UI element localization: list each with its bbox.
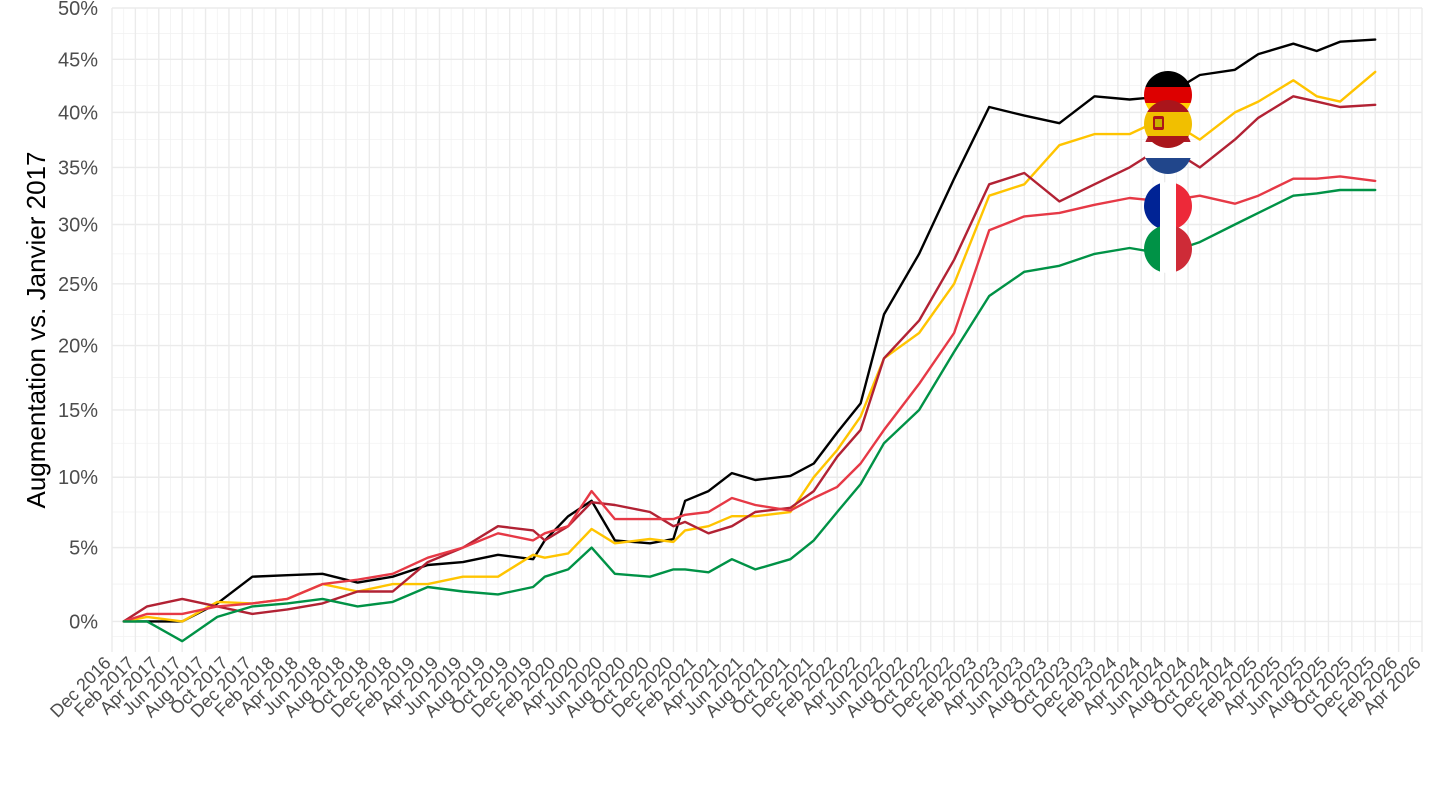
y-tick-label: 45%	[58, 49, 98, 71]
y-axis-label: Augmentation vs. Janvier 2017	[21, 152, 51, 509]
spain-flag	[1144, 100, 1192, 148]
legend-flags	[1144, 71, 1192, 273]
y-axis-tick-labels: 0% 5% 10% 15% 20% 25% 30% 35% 40% 45% 50%	[58, 0, 98, 633]
grid-major	[111, 7, 1423, 652]
y-tick-label: 50%	[58, 0, 98, 20]
y-tick-label: 15%	[58, 400, 98, 422]
y-tick-label: 35%	[58, 157, 98, 179]
italy-flag	[1144, 225, 1192, 273]
france-flag	[1144, 182, 1192, 230]
y-tick-label: 0%	[69, 611, 98, 633]
y-tick-label: 5%	[69, 538, 98, 560]
y-tick-label: 25%	[58, 274, 98, 296]
y-tick-label: 20%	[58, 336, 98, 358]
y-tick-label: 10%	[58, 467, 98, 489]
y-tick-label: 40%	[58, 102, 98, 124]
y-tick-label: 30%	[58, 214, 98, 236]
grid-minor	[112, 8, 1422, 652]
